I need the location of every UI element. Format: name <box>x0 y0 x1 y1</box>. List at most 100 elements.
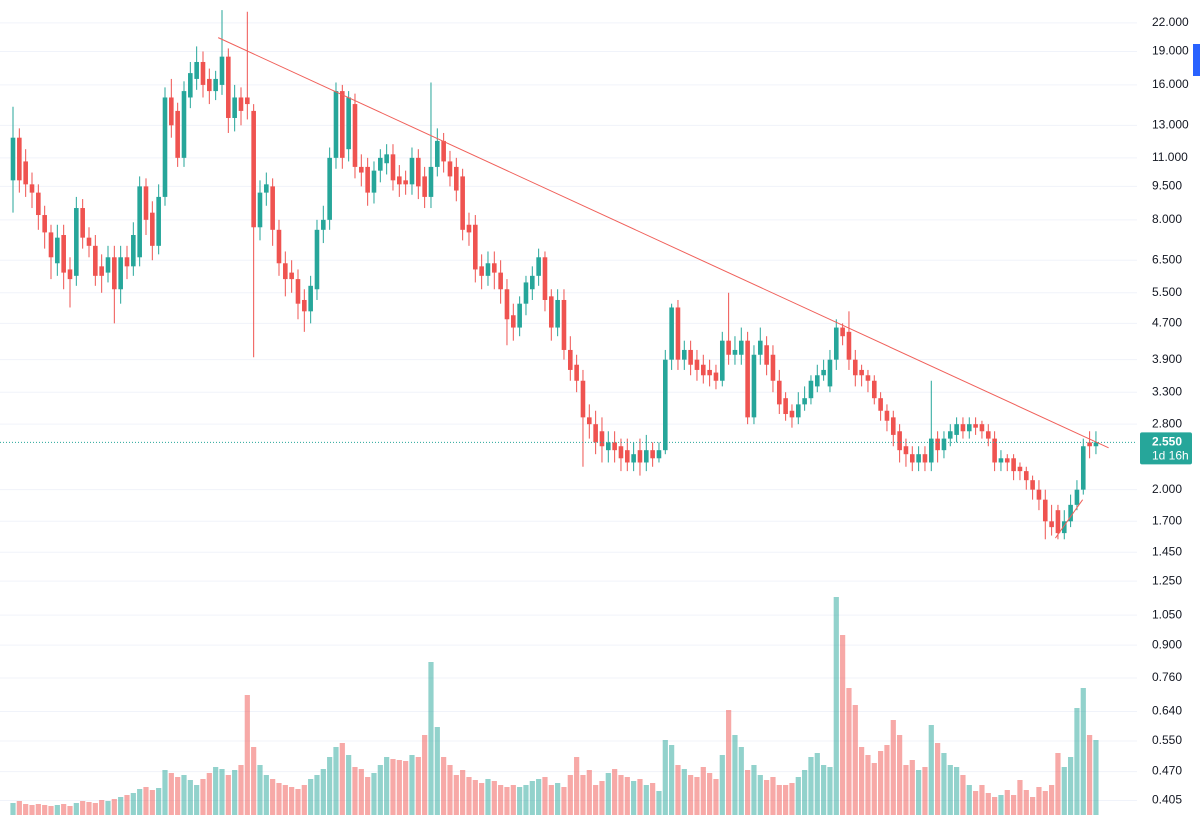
volume-bar <box>42 805 48 815</box>
candle-body <box>175 110 180 158</box>
candle-body <box>48 232 54 258</box>
candle-body <box>618 446 624 459</box>
candle-body <box>460 176 465 230</box>
volume-bar <box>371 773 377 815</box>
volume-bar <box>612 769 618 815</box>
candle-body <box>264 184 269 193</box>
volume-bar <box>308 779 314 815</box>
volume-bar <box>244 695 250 815</box>
candle-body <box>852 359 858 376</box>
y-tick-label: 8.000 <box>1152 212 1182 226</box>
volume-bar <box>998 795 1004 815</box>
candle-body <box>105 257 111 273</box>
y-tick-label: 0.470 <box>1152 764 1182 778</box>
candle-body <box>29 184 35 193</box>
volume-bar <box>814 753 820 815</box>
volume-bar <box>130 793 136 815</box>
candle-body <box>378 157 383 171</box>
candle-body <box>257 192 263 228</box>
volume-bar <box>1017 780 1023 815</box>
y-tick-label: 16.000 <box>1152 77 1189 91</box>
candle-body <box>954 424 959 435</box>
volume-bar <box>200 779 206 815</box>
volume-bar <box>884 745 890 815</box>
candle-body <box>916 454 921 463</box>
volume-bar <box>175 777 181 815</box>
volume-bar <box>694 777 700 815</box>
candle-body <box>226 56 231 118</box>
volume-bar <box>219 769 225 815</box>
candle-body <box>688 349 693 365</box>
candle-body <box>403 180 408 185</box>
volume-bar <box>662 740 668 815</box>
candle-body <box>542 257 548 300</box>
candle-body <box>568 349 573 370</box>
volume-bar <box>732 735 738 815</box>
volume-bar <box>941 753 947 815</box>
y-tick-label: 2.800 <box>1152 416 1182 430</box>
volume-bar <box>491 781 497 815</box>
volume-bar <box>86 802 92 815</box>
candle-body <box>55 237 60 264</box>
candle-body <box>549 296 554 328</box>
candle-body <box>137 186 142 258</box>
candle-body <box>719 340 725 381</box>
volume-bar <box>542 777 548 815</box>
volume-bar <box>871 763 877 815</box>
candle-body <box>61 235 66 273</box>
volume-bar <box>979 785 985 815</box>
volume-bar <box>301 785 307 815</box>
candle-body <box>238 97 244 111</box>
volume-bar <box>903 765 909 815</box>
y-tick-label: 4.700 <box>1152 316 1182 330</box>
candle-body <box>42 215 47 233</box>
candle-body <box>74 208 79 276</box>
candle-body <box>606 442 611 451</box>
scroll-indicator[interactable] <box>1193 44 1200 76</box>
volume-bar <box>352 767 358 815</box>
volume-bar <box>377 765 383 815</box>
volume-bar <box>1042 791 1048 815</box>
candle-body <box>23 161 28 185</box>
candle-body <box>276 229 282 264</box>
volume-bar <box>61 804 67 815</box>
volume-bar <box>99 800 105 815</box>
volume-bar <box>339 743 345 815</box>
volume-bar <box>54 805 60 815</box>
candle-body <box>757 340 763 355</box>
volume-bar <box>143 787 149 815</box>
volume-bar <box>681 769 687 815</box>
candle-body <box>1042 499 1048 522</box>
candle-body <box>321 219 326 230</box>
volume-bar <box>954 767 960 815</box>
volume-bar <box>162 770 168 815</box>
volume-bar <box>149 790 155 815</box>
candle-body <box>169 97 174 126</box>
y-tick-label: 1.450 <box>1152 544 1182 558</box>
candle-body <box>561 299 567 350</box>
volume-bar <box>510 785 516 815</box>
y-tick-label: 5.500 <box>1152 285 1182 299</box>
volume-bar <box>187 780 193 815</box>
volume-bar <box>390 759 396 815</box>
candle-body <box>340 91 345 158</box>
volume-bar <box>827 767 833 815</box>
volume-bar <box>403 761 409 815</box>
candle-body <box>846 331 852 360</box>
candle-body <box>726 340 731 355</box>
candle-body <box>612 442 617 451</box>
volume-bar <box>523 785 529 815</box>
candle-body <box>359 166 364 173</box>
volume-bar <box>346 755 352 815</box>
volume-bar <box>472 780 478 815</box>
volume-bar <box>333 747 339 815</box>
candle-body <box>985 431 991 439</box>
volume-bar <box>257 765 263 815</box>
volume-bar <box>631 781 637 815</box>
candle-body <box>479 266 484 276</box>
volume-bar <box>447 765 453 815</box>
candle-body <box>466 224 472 233</box>
candle-body <box>200 61 206 85</box>
candle-body <box>416 157 421 187</box>
y-tick-label: 11.000 <box>1152 150 1188 164</box>
